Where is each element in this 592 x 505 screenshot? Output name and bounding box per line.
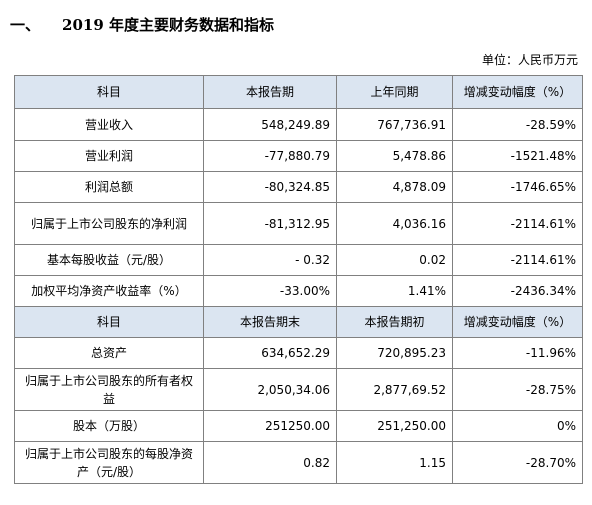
header-cell: 上年同期 (336, 75, 453, 109)
section-title: 2019 年度主要财务数据和指标 (62, 16, 274, 34)
cell-value: -28.59% (452, 108, 583, 141)
cell-value: -33.00% (203, 275, 337, 307)
cell-value: -2114.61% (452, 244, 583, 276)
table-row: 归属于上市公司股东的净利润 -81,312.95 4,036.16 -2114.… (14, 202, 583, 245)
row-label: 营业利润 (14, 140, 204, 172)
table-row: 加权平均净资产收益率（%） -33.00% 1.41% -2436.34% (14, 275, 583, 307)
cell-value: 634,652.29 (203, 337, 337, 369)
cell-value: - 0.32 (203, 244, 337, 276)
cell-value: -1521.48% (452, 140, 583, 172)
cell-value: -80,324.85 (203, 171, 337, 203)
row-label: 基本每股收益（元/股） (14, 244, 204, 276)
cell-value: 1.41% (336, 275, 453, 307)
row-label: 归属于上市公司股东的每股净资产（元/股） (14, 441, 204, 484)
table-row: 营业利润 -77,880.79 5,478.86 -1521.48% (14, 140, 583, 172)
cell-value: -28.70% (452, 441, 583, 484)
cell-value: 251250.00 (203, 410, 337, 442)
cell-value: 0.02 (336, 244, 453, 276)
cell-value: -1746.65% (452, 171, 583, 203)
section-heading: 一、 2019 年度主要财务数据和指标 (10, 14, 274, 35)
financial-data-table: 科目 本报告期 上年同期 增减变动幅度（%） 营业收入 548,249.89 7… (14, 75, 583, 484)
header-cell: 本报告期初 (336, 306, 453, 338)
row-label: 营业收入 (14, 108, 204, 141)
row-label: 利润总额 (14, 171, 204, 203)
row-label: 加权平均净资产收益率（%） (14, 275, 204, 307)
cell-value: 4,036.16 (336, 202, 453, 245)
cell-value: 0.82 (203, 441, 337, 484)
cell-value: 0% (452, 410, 583, 442)
unit-label: 单位：人民币万元 (481, 53, 578, 67)
cell-value: 767,736.91 (336, 108, 453, 141)
table-row: 营业收入 548,249.89 767,736.91 -28.59% (14, 108, 583, 141)
table-row: 归属于上市公司股东的所有者权益 2,050,34.06 2,877,69.52 … (14, 368, 583, 411)
table-row: 归属于上市公司股东的每股净资产（元/股） 0.82 1.15 -28.70% (14, 441, 583, 484)
section-number: 一、 (10, 16, 41, 34)
table-row: 股本（万股） 251250.00 251,250.00 0% (14, 410, 583, 442)
cell-value: -2114.61% (452, 202, 583, 245)
cell-value: -2436.34% (452, 275, 583, 307)
row-label: 总资产 (14, 337, 204, 369)
table-header-row: 科目 本报告期 上年同期 增减变动幅度（%） (14, 75, 583, 109)
row-label: 归属于上市公司股东的净利润 (14, 202, 204, 245)
table-row: 利润总额 -80,324.85 4,878.09 -1746.65% (14, 171, 583, 203)
table-row: 基本每股收益（元/股） - 0.32 0.02 -2114.61% (14, 244, 583, 276)
cell-value: 2,050,34.06 (203, 368, 337, 411)
table-row: 总资产 634,652.29 720,895.23 -11.96% (14, 337, 583, 369)
cell-value: -28.75% (452, 368, 583, 411)
table-header-row: 科目 本报告期末 本报告期初 增减变动幅度（%） (14, 306, 583, 338)
header-cell: 本报告期 (203, 75, 337, 109)
cell-value: 720,895.23 (336, 337, 453, 369)
header-cell: 科目 (14, 306, 204, 338)
header-cell: 本报告期末 (203, 306, 337, 338)
header-cell: 增减变动幅度（%） (452, 75, 583, 109)
header-cell: 增减变动幅度（%） (452, 306, 583, 338)
cell-value: 2,877,69.52 (336, 368, 453, 411)
cell-value: 5,478.86 (336, 140, 453, 172)
header-cell: 科目 (14, 75, 204, 109)
cell-value: -77,880.79 (203, 140, 337, 172)
cell-value: -81,312.95 (203, 202, 337, 245)
row-label: 股本（万股） (14, 410, 204, 442)
cell-value: 4,878.09 (336, 171, 453, 203)
row-label: 归属于上市公司股东的所有者权益 (14, 368, 204, 411)
cell-value: 251,250.00 (336, 410, 453, 442)
cell-value: -11.96% (452, 337, 583, 369)
cell-value: 1.15 (336, 441, 453, 484)
cell-value: 548,249.89 (203, 108, 337, 141)
